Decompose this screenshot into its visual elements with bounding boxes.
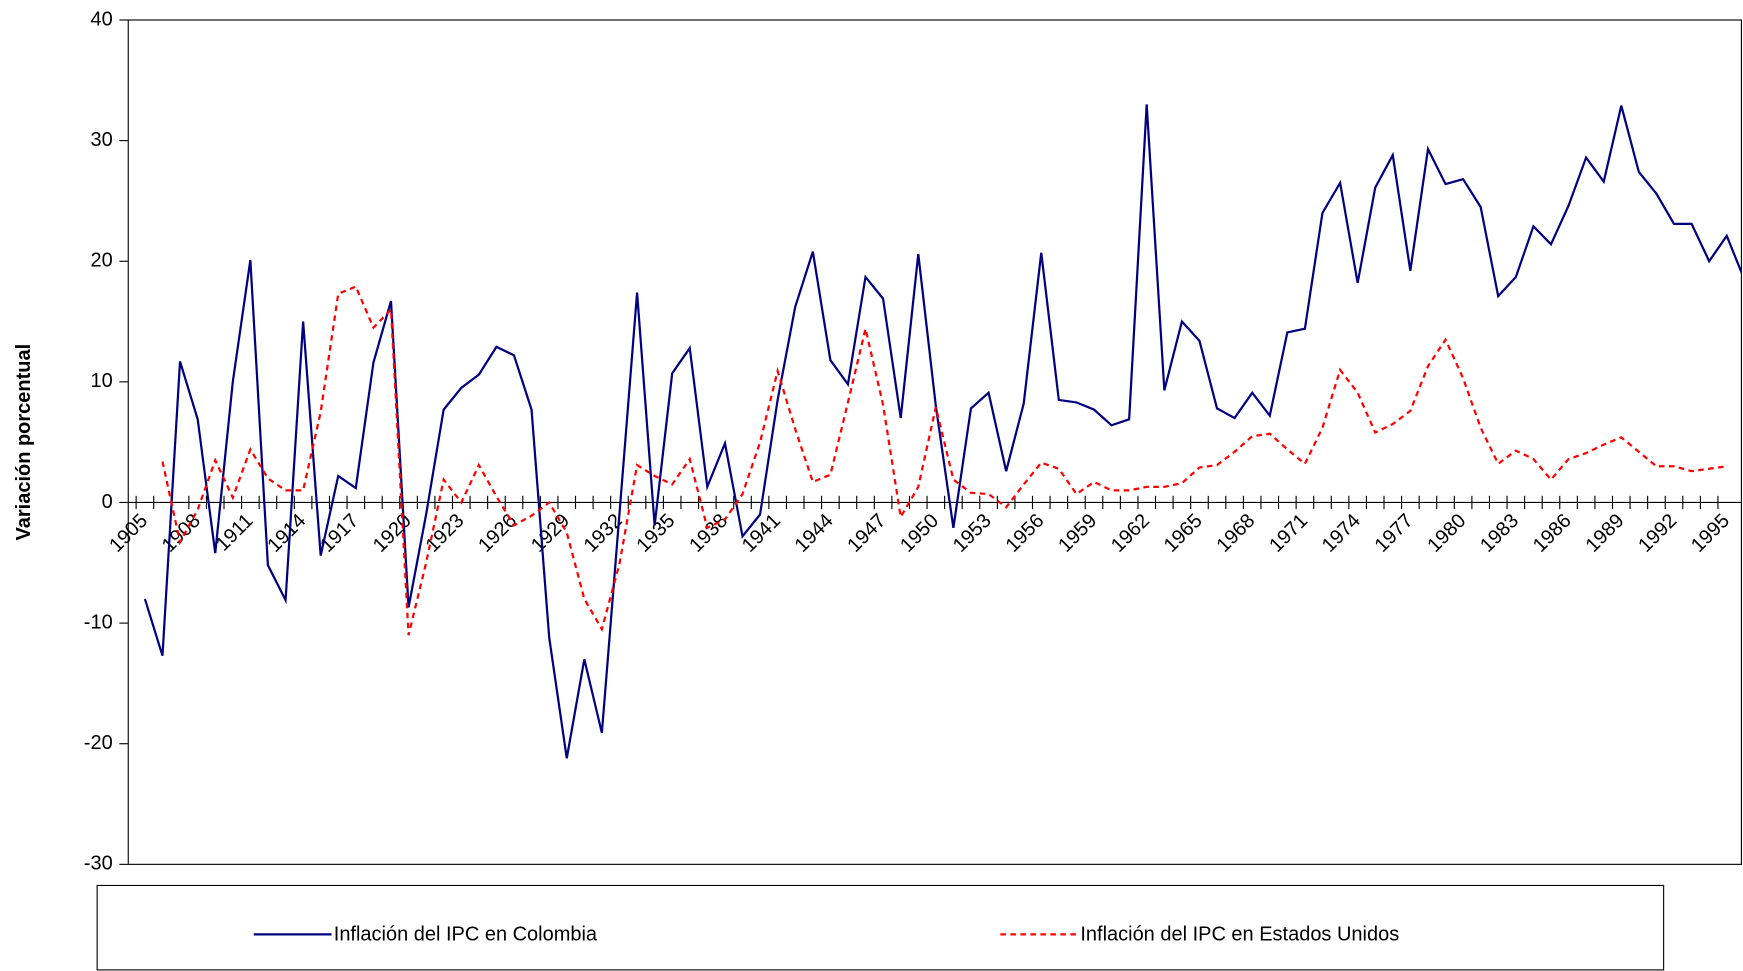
x-tick-label: 1995: [1687, 510, 1734, 557]
x-tick-label: 1929: [527, 510, 574, 557]
series-line: [161, 285, 1727, 636]
x-tick-label: 1926: [474, 510, 521, 557]
legend-label: Inflación del IPC en Colombia: [334, 924, 598, 946]
x-tick-label: 1980: [1423, 510, 1470, 557]
x-tick-label: 1962: [1107, 510, 1154, 557]
y-tick-label: 30: [90, 129, 112, 151]
legend-box: [96, 884, 1665, 971]
plot-lines: [143, 104, 1742, 759]
legend-label: Inflación del IPC en Estados Unidos: [1080, 924, 1399, 946]
y-tick-label: 10: [90, 370, 112, 392]
x-tick-label: 1947: [843, 510, 890, 557]
x-tick-label: 1992: [1634, 510, 1681, 557]
x-tick-label: 1956: [1002, 510, 1049, 557]
y-tick-label: 40: [90, 8, 112, 30]
x-tick-label: 1971: [1265, 510, 1312, 557]
x-tick-label: 1950: [896, 510, 943, 557]
x-tick-label: 1917: [316, 510, 363, 557]
plot-area: [127, 19, 1742, 865]
y-tick-label: -20: [84, 732, 113, 754]
x-tick-label: 1908: [158, 510, 205, 557]
x-tick-label: 1974: [1318, 510, 1365, 557]
x-tick-label: 1986: [1529, 510, 1576, 557]
x-tick-label: 1968: [1212, 510, 1259, 557]
y-tick-label: -30: [84, 853, 113, 875]
x-tick-label: 1944: [791, 510, 838, 557]
y-tick-label: 20: [90, 250, 112, 272]
y-axis-title: Variación porcentual: [13, 344, 35, 541]
x-tick-label: 1938: [685, 510, 732, 557]
y-tick-label: 0: [102, 491, 113, 513]
x-tick-label: 1983: [1476, 510, 1523, 557]
x-tick-label: 1920: [369, 510, 416, 557]
x-tick-label: 1959: [1054, 510, 1101, 557]
x-tick-label: 1965: [1160, 510, 1207, 557]
x-tick-label: 1989: [1582, 510, 1629, 557]
x-tick-label: 1914: [263, 510, 310, 557]
x-tick-label: 1977: [1371, 510, 1418, 557]
y-tick-label: -10: [84, 611, 113, 633]
series-line: [143, 104, 1742, 759]
